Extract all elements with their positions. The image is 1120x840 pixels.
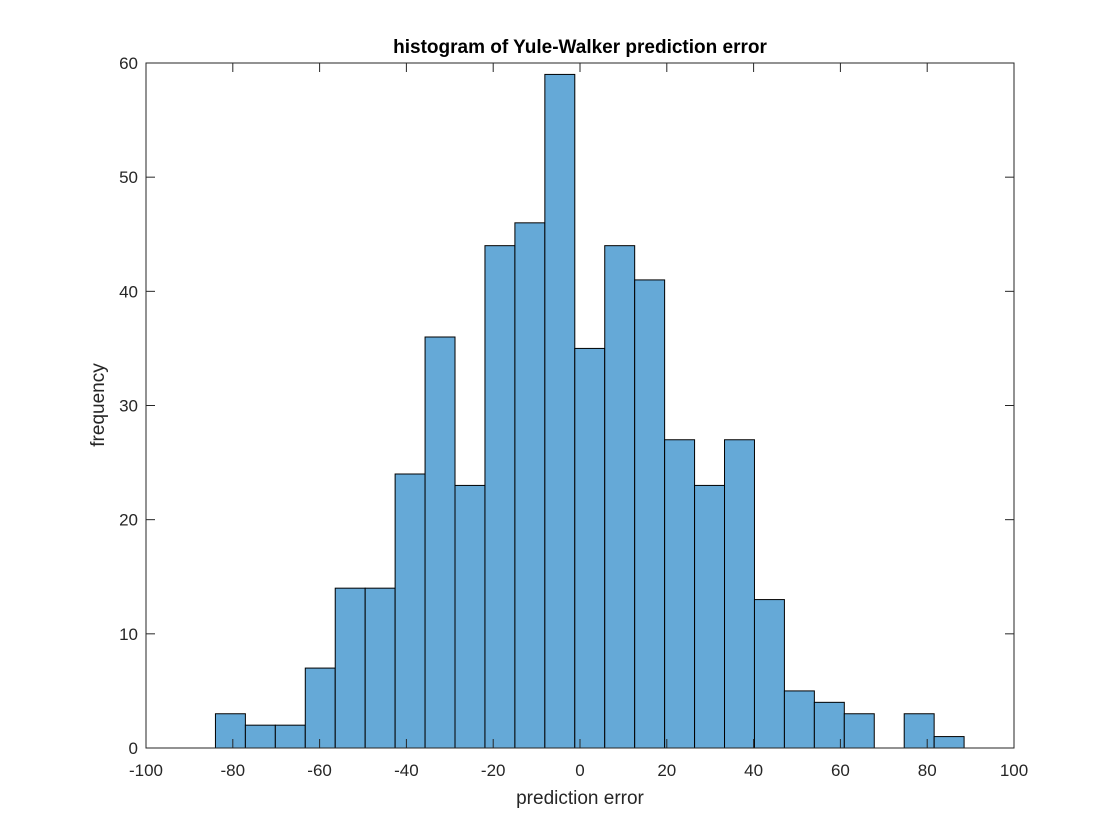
histogram-bar — [274, 724, 306, 749]
histogram-bar — [304, 667, 336, 749]
y-tick-label: 40 — [119, 282, 138, 301]
histogram-bar — [634, 279, 666, 749]
y-tick-label: 20 — [119, 511, 138, 530]
histogram-bar — [783, 690, 815, 749]
x-tick-label: 80 — [918, 761, 937, 780]
histogram-bar — [933, 736, 965, 749]
histogram-bar — [753, 599, 785, 749]
histogram-bar — [334, 587, 366, 749]
histogram-bars — [214, 73, 965, 749]
chart-title: histogram of Yule-Walker prediction erro… — [393, 37, 767, 58]
histogram-bar — [694, 484, 726, 749]
histogram-bar — [244, 724, 276, 749]
y-tick-label: 30 — [119, 397, 138, 416]
histogram-bar — [424, 336, 456, 749]
x-tick-label: 60 — [831, 761, 850, 780]
histogram-bar — [364, 587, 396, 749]
x-tick-label: 20 — [657, 761, 676, 780]
histogram-bar — [724, 439, 755, 749]
histogram-bar — [813, 701, 845, 749]
histogram-bar — [454, 484, 486, 749]
histogram-bar — [903, 713, 935, 749]
histogram-bar — [484, 245, 516, 749]
y-tick-label: 50 — [119, 168, 138, 187]
histogram-bar — [214, 713, 246, 749]
x-axis-ticks: -100 -80 -60 -40 -20 0 20 40 60 80 100 — [129, 63, 1028, 780]
x-tick-label: 40 — [744, 761, 763, 780]
y-axis-ticks: 0 10 20 30 40 50 60 — [119, 54, 1014, 758]
x-tick-label: -20 — [481, 761, 506, 780]
histogram-bar — [544, 73, 576, 749]
histogram-bar — [514, 222, 546, 749]
x-axis-label: prediction error — [516, 788, 644, 809]
histogram-bar — [664, 439, 696, 749]
histogram-bar — [843, 713, 875, 749]
y-tick-label: 0 — [129, 739, 138, 758]
x-tick-label: -100 — [129, 761, 163, 780]
x-tick-label: -40 — [394, 761, 419, 780]
x-tick-label: -60 — [307, 761, 332, 780]
y-axis-label: frequency — [88, 363, 109, 447]
histogram-bar — [604, 245, 636, 749]
x-tick-label: -80 — [221, 761, 246, 780]
x-tick-label: 0 — [575, 761, 584, 780]
y-tick-label: 10 — [119, 625, 138, 644]
histogram-bar — [394, 473, 426, 749]
x-tick-label: 100 — [1000, 761, 1028, 780]
y-tick-label: 60 — [119, 54, 138, 73]
histogram-bar — [574, 347, 606, 749]
